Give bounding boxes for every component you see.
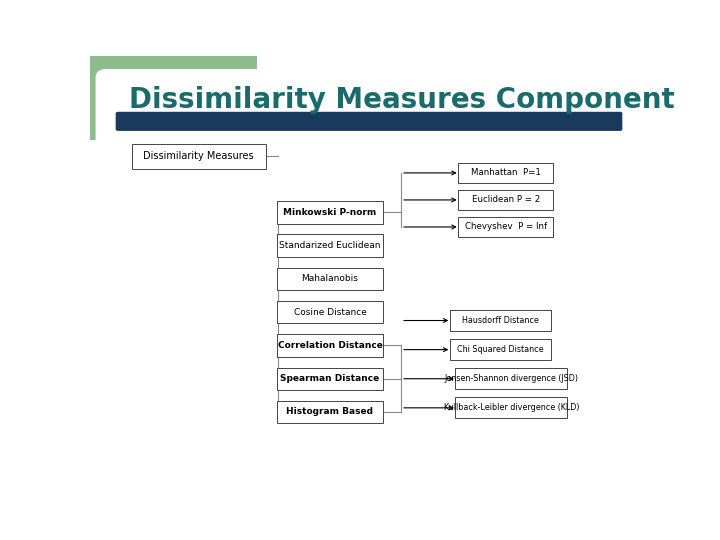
Text: Jensen-Shannon divergence (JSD): Jensen-Shannon divergence (JSD) <box>444 374 578 383</box>
Text: Manhattan  P=1: Manhattan P=1 <box>471 168 541 178</box>
Text: Minkowski P-norm: Minkowski P-norm <box>283 208 377 217</box>
Text: Chevyshev  P = Inf: Chevyshev P = Inf <box>464 222 546 232</box>
FancyBboxPatch shape <box>276 334 383 357</box>
FancyBboxPatch shape <box>276 234 383 257</box>
Text: Kullback-Leibler divergence (KLD): Kullback-Leibler divergence (KLD) <box>444 403 579 413</box>
FancyBboxPatch shape <box>455 397 567 418</box>
FancyBboxPatch shape <box>458 190 554 210</box>
FancyBboxPatch shape <box>276 268 383 290</box>
Text: Mahalanobis: Mahalanobis <box>302 274 359 284</box>
Text: Dissimilarity Measures Component: Dissimilarity Measures Component <box>129 86 675 114</box>
FancyBboxPatch shape <box>455 368 567 389</box>
FancyBboxPatch shape <box>96 69 642 489</box>
Text: Hausdorff Distance: Hausdorff Distance <box>462 316 539 325</box>
FancyBboxPatch shape <box>458 163 554 183</box>
FancyBboxPatch shape <box>132 144 266 169</box>
Text: Chi Squared Distance: Chi Squared Distance <box>456 345 544 354</box>
Text: Histogram Based: Histogram Based <box>287 408 374 416</box>
Text: Standarized Euclidean: Standarized Euclidean <box>279 241 381 250</box>
Text: Correlation Distance: Correlation Distance <box>277 341 382 350</box>
Text: Euclidean P = 2: Euclidean P = 2 <box>472 195 540 205</box>
FancyBboxPatch shape <box>449 310 551 331</box>
FancyBboxPatch shape <box>449 339 551 360</box>
FancyBboxPatch shape <box>458 217 554 238</box>
FancyBboxPatch shape <box>276 368 383 390</box>
Text: Cosine Distance: Cosine Distance <box>294 308 366 316</box>
Bar <box>90 57 258 140</box>
Text: Spearman Distance: Spearman Distance <box>280 374 379 383</box>
FancyBboxPatch shape <box>116 112 622 131</box>
Text: Dissimilarity Measures: Dissimilarity Measures <box>143 151 254 161</box>
FancyBboxPatch shape <box>276 401 383 423</box>
FancyBboxPatch shape <box>276 301 383 323</box>
FancyBboxPatch shape <box>276 201 383 224</box>
